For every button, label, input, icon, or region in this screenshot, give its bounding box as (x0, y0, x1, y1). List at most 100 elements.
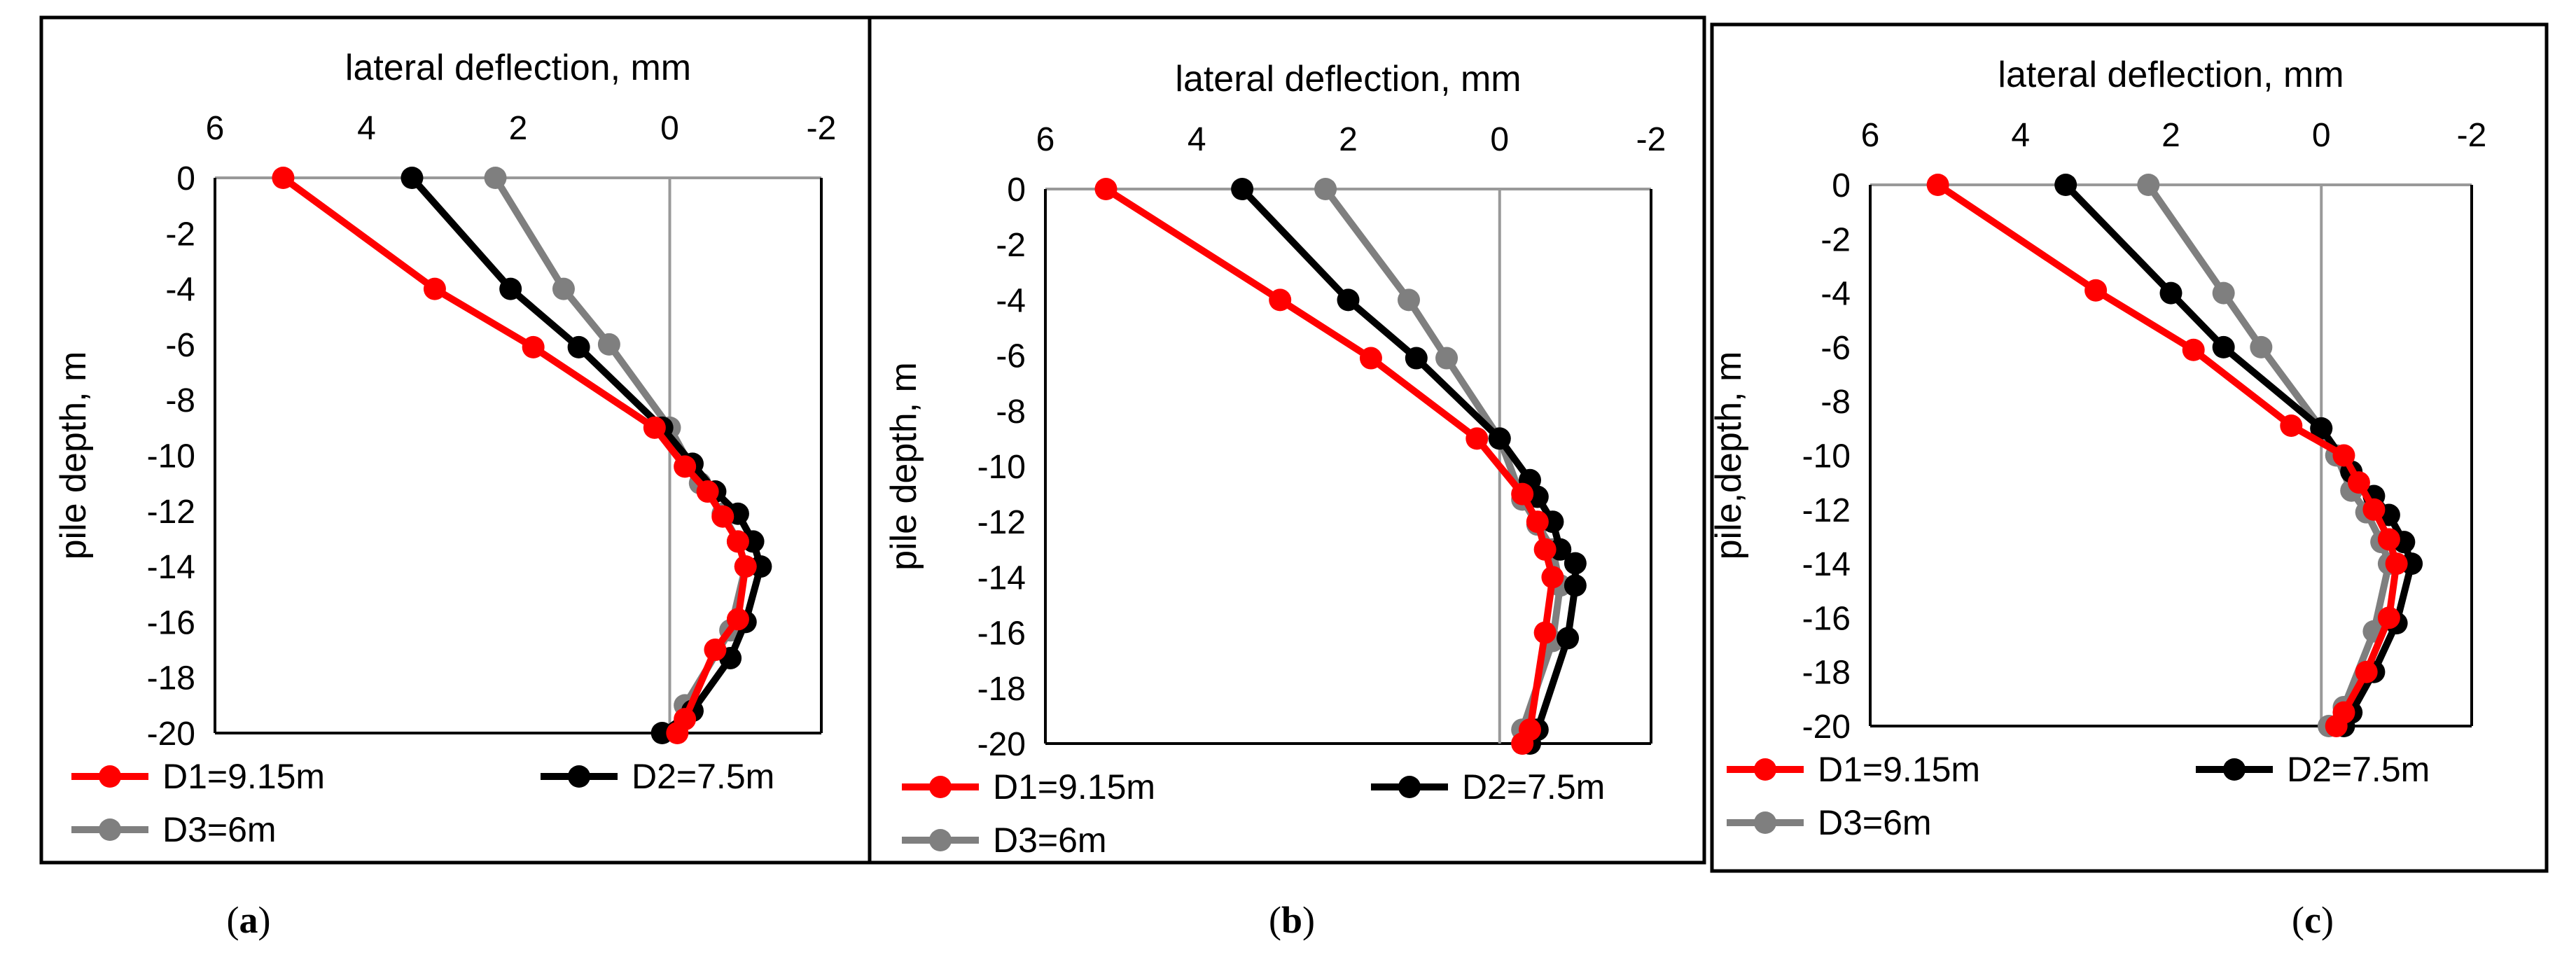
data-point (2377, 606, 2400, 629)
y-tick-label: -12 (147, 494, 195, 531)
data-point (401, 167, 424, 189)
data-point (1269, 288, 1292, 312)
y-tick-label: -20 (977, 726, 1026, 763)
data-point (1398, 288, 1420, 312)
y-tick-label: -20 (147, 716, 195, 753)
legend-swatch-marker (929, 776, 952, 798)
data-point (499, 277, 522, 300)
data-point (2355, 660, 2378, 683)
data-point (2377, 528, 2400, 551)
legend-label: D3=6m (993, 821, 1107, 860)
series-2 (1231, 178, 1587, 755)
legend-label: D1=9.15m (993, 767, 1155, 807)
x-tick-label: 4 (2011, 117, 2030, 154)
data-point (1359, 347, 1382, 370)
x-axis-title: lateral deflection, mm (1998, 55, 2344, 95)
y-tick-label: -18 (147, 660, 195, 697)
y-tick-label: -10 (977, 449, 1026, 486)
x-tick-label: 6 (1036, 121, 1055, 158)
data-point (2347, 471, 2370, 494)
x-tick-label: 0 (2312, 117, 2331, 154)
y-tick-label: -6 (165, 327, 195, 364)
x-tick-label: 0 (1490, 121, 1509, 158)
y-tick-label: -20 (1802, 709, 1851, 746)
legend-label: D3=6m (162, 810, 277, 849)
data-point (1541, 566, 1564, 589)
data-point (674, 455, 697, 478)
data-point (2137, 174, 2160, 196)
legend-swatch-marker (99, 765, 121, 788)
y-tick-label: 0 (176, 160, 195, 197)
data-point (2212, 281, 2235, 305)
legend-swatch-marker (1398, 776, 1421, 798)
y-tick-label: -6 (996, 338, 1026, 375)
series-line-2 (2062, 181, 2416, 730)
data-point (2212, 335, 2235, 358)
y-tick-label: -18 (977, 671, 1026, 708)
y-tick-label: -14 (1802, 546, 1851, 583)
x-tick-label: -2 (807, 110, 837, 147)
data-point (2385, 552, 2408, 576)
legend: D1=9.15m D2=7.5m D3=6m (71, 757, 774, 849)
data-point (552, 277, 575, 300)
data-point (726, 608, 749, 631)
y-tick-label: -14 (977, 559, 1026, 597)
data-point (696, 480, 719, 503)
x-tick-label: 2 (509, 110, 528, 147)
data-point (1231, 178, 1254, 200)
data-point (666, 722, 689, 744)
legend-label: D1=9.15m (162, 757, 325, 796)
legend: D1=9.15m D2=7.5m D3=6m (902, 767, 1605, 860)
legend-swatch-marker (568, 765, 590, 788)
data-point (1557, 627, 1580, 650)
legend: D1=9.15m D2=7.5m D3=6m (1727, 750, 2430, 842)
series-1 (272, 167, 757, 744)
series-3 (1314, 178, 1572, 755)
data-point (2084, 279, 2108, 302)
y-tick-label: -4 (165, 272, 195, 309)
data-point (711, 505, 734, 528)
y-tick-label: -8 (1820, 384, 1851, 421)
y-tick-label: -16 (147, 604, 195, 641)
legend-swatch-marker (99, 818, 121, 841)
legend-item: D2=7.5m (1371, 767, 1605, 807)
y-tick-label: 0 (1832, 167, 1851, 204)
legend-label: D3=6m (1818, 803, 1932, 842)
legend-swatch-marker (929, 829, 952, 851)
legend-item: D3=6m (902, 821, 1107, 860)
data-point (2054, 174, 2077, 196)
x-tick-label: -2 (1636, 121, 1666, 158)
data-point (2325, 715, 2348, 737)
data-point (726, 530, 749, 553)
legend-label: D2=7.5m (632, 757, 774, 796)
data-point (1511, 482, 1534, 506)
data-point (1435, 347, 1458, 370)
x-tick-label: -2 (2457, 117, 2487, 154)
data-point (643, 416, 666, 439)
y-axis-title: pile,depth, m (1708, 351, 1749, 560)
panel-c: lateral deflection, mm6 4 2 0 -20-2-4-6-8-10… (1708, 22, 2549, 873)
x-tick-label: 6 (206, 110, 225, 147)
data-point (1488, 427, 1511, 450)
x-tick-label: 2 (2161, 117, 2180, 154)
data-point (522, 335, 545, 358)
panel-frame (1710, 22, 2549, 873)
y-tick-label: -16 (977, 615, 1026, 653)
series-1 (1926, 174, 2408, 737)
y-axis-title: pile depth, m (53, 351, 94, 560)
panel-caption-letter: a (239, 899, 258, 941)
legend-label: D2=7.5m (2287, 750, 2430, 789)
data-point (2332, 444, 2355, 467)
panel-caption-letter: c (2304, 899, 2321, 941)
y-tick-label: -14 (147, 549, 195, 586)
y-tick-label: -4 (1820, 276, 1851, 313)
legend-swatch-marker (1754, 811, 1776, 834)
y-tick-label: -6 (1820, 330, 1851, 367)
series-3 (2137, 174, 2400, 737)
series-line-3 (1322, 186, 1564, 747)
y-tick-label: -4 (996, 282, 1026, 319)
data-point (484, 167, 507, 189)
data-point (423, 277, 446, 300)
